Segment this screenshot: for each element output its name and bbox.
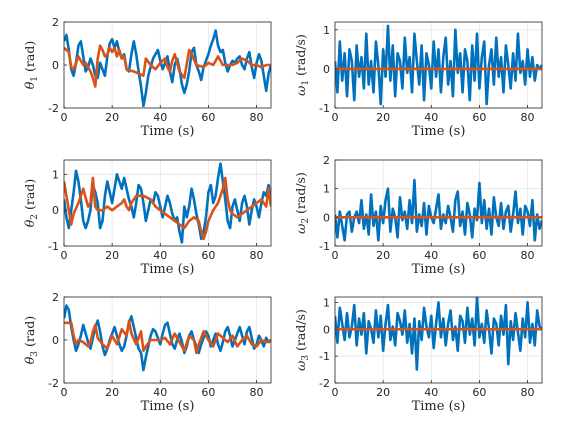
y-tick-label: 0	[52, 334, 59, 347]
y-tick-label: -2	[48, 102, 59, 115]
chart-panel-6: 0 20 40 60 80 -2 -1 0 1 Time (s) ω3 (rad/s)	[293, 296, 543, 414]
x-axis-label: Time (s)	[141, 124, 195, 139]
y-tick-label: 0	[323, 323, 330, 336]
x-tick-label: 20	[376, 111, 390, 124]
y-tick-label: -1	[48, 240, 59, 253]
axes-box	[63, 159, 272, 247]
y-tick-label: 0	[52, 204, 59, 217]
y-tick-label: 0	[52, 59, 59, 72]
y-tick-label: 1	[323, 24, 330, 37]
series-line-2	[64, 319, 271, 355]
y-tick-label: 2	[52, 16, 59, 29]
axes-box	[334, 159, 543, 247]
y-tick-label: 1	[323, 296, 330, 309]
y-tick-label: -1	[319, 102, 330, 115]
y-tick-label: 0	[323, 63, 330, 76]
x-tick-label: 20	[105, 386, 119, 399]
x-tick-label: 0	[61, 249, 68, 262]
y-tick-label: -1	[319, 350, 330, 363]
y-tick-label: -1	[319, 240, 330, 253]
x-tick-label: 20	[105, 249, 119, 262]
x-tick-label: 40	[153, 386, 167, 399]
series-line-1	[64, 304, 271, 372]
y-tick-label: 2	[52, 291, 59, 304]
y-tick-label: 1	[323, 183, 330, 196]
y-tick-label: 0	[323, 211, 330, 224]
series-line-1	[64, 29, 271, 108]
x-tick-label: 40	[153, 249, 167, 262]
axes-box	[334, 21, 543, 109]
x-tick-label: 80	[521, 111, 535, 124]
x-tick-label: 80	[250, 249, 264, 262]
x-axis-label: Time (s)	[141, 262, 195, 277]
x-tick-label: 80	[250, 386, 264, 399]
axes-box	[334, 296, 543, 384]
x-axis-label: Time (s)	[412, 399, 466, 414]
series-line-2	[64, 176, 271, 241]
x-tick-label: 80	[521, 249, 535, 262]
series-line-1	[335, 178, 542, 242]
y-axis-label: θ3 (rad)	[22, 316, 40, 364]
x-tick-label: 60	[472, 249, 486, 262]
x-tick-label: 40	[424, 249, 438, 262]
x-tick-label: 0	[332, 386, 339, 399]
y-tick-label: -2	[48, 377, 59, 390]
y-axis-label: ω3 (rad/s)	[293, 309, 311, 371]
y-axis-label: ω1 (rad/s)	[293, 34, 311, 96]
series-line-2	[64, 44, 271, 88]
y-axis-label: ω2 (rad/s)	[293, 172, 311, 234]
x-axis-label: Time (s)	[412, 124, 466, 139]
x-tick-label: 0	[61, 386, 68, 399]
x-tick-label: 0	[332, 249, 339, 262]
y-tick-label: 1	[52, 168, 59, 181]
x-tick-label: 60	[201, 111, 215, 124]
x-tick-label: 20	[105, 111, 119, 124]
x-tick-label: 20	[376, 386, 390, 399]
x-tick-label: 20	[376, 249, 390, 262]
x-tick-label: 60	[472, 386, 486, 399]
x-tick-label: 40	[424, 386, 438, 399]
x-tick-label: 40	[153, 111, 167, 124]
x-tick-label: 80	[521, 386, 535, 399]
series-line-1	[335, 24, 542, 106]
x-tick-label: 0	[61, 111, 68, 124]
x-tick-label: 0	[332, 111, 339, 124]
x-tick-label: 60	[472, 111, 486, 124]
x-tick-label: 40	[424, 111, 438, 124]
series-line-1	[335, 297, 542, 371]
x-tick-label: 60	[201, 386, 215, 399]
y-axis-label: θ1 (rad)	[22, 41, 40, 89]
y-tick-label: 2	[323, 154, 330, 167]
x-tick-label: 60	[201, 249, 215, 262]
x-tick-label: 80	[250, 111, 264, 124]
x-axis-label: Time (s)	[412, 262, 466, 277]
x-axis-label: Time (s)	[141, 399, 195, 414]
y-axis-label: θ2 (rad)	[22, 179, 40, 227]
y-tick-label: -2	[319, 377, 330, 390]
